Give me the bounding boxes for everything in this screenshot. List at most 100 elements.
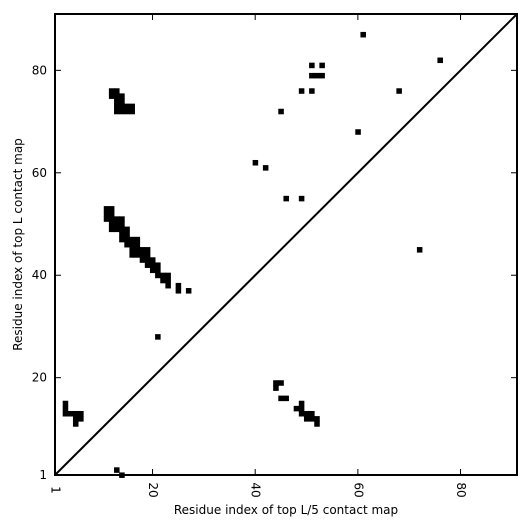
contact-point [129, 247, 135, 253]
contact-point [309, 88, 315, 94]
contact-point [129, 108, 135, 115]
plot-frame [54, 13, 518, 476]
contact-point [119, 108, 125, 115]
contact-point [144, 247, 151, 253]
contact-point [314, 72, 320, 79]
contact-point [149, 262, 156, 268]
contact-point [293, 405, 300, 412]
y-tick-label: 80 [32, 63, 47, 77]
x-tick-label: 40 [249, 482, 263, 497]
axis-ticks: 1 20 40 60 80 1 20 40 60 80 [32, 14, 517, 498]
contact-point [155, 334, 161, 340]
contact-point [144, 257, 151, 263]
contact-point [437, 57, 443, 64]
contact-point [119, 221, 125, 227]
x-tick-label: 60 [351, 482, 365, 497]
contact-point [319, 72, 325, 79]
contact-point [155, 262, 161, 268]
contact-point [124, 226, 130, 233]
contact-point [103, 206, 110, 212]
contact-point [144, 252, 151, 258]
contact-point [72, 410, 79, 417]
contact-point [114, 98, 120, 105]
contact-point [103, 211, 110, 217]
y-tick-label: 20 [32, 371, 47, 385]
contact-point [149, 267, 156, 274]
contact-point [72, 421, 79, 427]
contact-point [119, 93, 125, 99]
contact-point [298, 195, 305, 202]
contact-point [139, 257, 146, 263]
contact-point [165, 272, 171, 279]
contact-point [124, 108, 130, 115]
contact-point [283, 395, 289, 402]
contact-point [175, 282, 182, 289]
contact-point [124, 103, 130, 110]
contact-point [108, 216, 115, 222]
contact-point [149, 257, 156, 263]
contact-point [309, 62, 315, 69]
y-axis-label: Residue index of top L contact map [11, 138, 25, 351]
contact-point [114, 93, 120, 99]
contact-point [114, 221, 120, 227]
contact-point [108, 206, 115, 212]
contact-point [119, 236, 125, 243]
contact-point [108, 221, 115, 227]
contact-point [165, 282, 171, 289]
contact-point [129, 252, 135, 258]
contact-point [124, 236, 130, 243]
contact-point [314, 416, 320, 422]
contact-point [278, 108, 284, 115]
contact-point [124, 241, 130, 248]
contact-point [165, 277, 171, 284]
contact-point [155, 267, 161, 274]
y-tick-label: 60 [32, 166, 47, 180]
contact-point [298, 405, 305, 412]
contact-point [119, 216, 125, 222]
contact-point [108, 88, 115, 94]
contact-point [124, 231, 130, 238]
y-tick-label: 1 [39, 468, 47, 482]
contact-point [119, 226, 125, 233]
contact-point [108, 226, 115, 233]
y-tick-label: 40 [32, 268, 47, 282]
contact-point [119, 231, 125, 238]
contact-point [396, 88, 402, 94]
x-axis-label: Residue index of top L/5 contact map [174, 503, 398, 517]
x-tick-label: 20 [146, 482, 160, 497]
contact-point [78, 416, 84, 422]
contact-point [67, 410, 74, 417]
diagonal-line [54, 13, 518, 476]
contact-point [129, 241, 135, 248]
contact-point [155, 272, 161, 279]
contact-point [134, 247, 141, 253]
contact-point [62, 410, 69, 417]
contact-point [252, 159, 259, 166]
contact-point [119, 98, 125, 105]
contact-point [114, 216, 120, 222]
contact-point [72, 416, 79, 422]
contact-point [319, 62, 325, 69]
contact-point [273, 380, 279, 386]
contact-point [129, 236, 135, 243]
contact-point [314, 421, 320, 427]
contact-point [134, 241, 141, 248]
contact-point [360, 31, 366, 38]
contact-point [273, 385, 279, 391]
contact-point [309, 72, 315, 79]
contact-point [303, 416, 310, 422]
contact-point [62, 400, 69, 407]
contact-point [114, 103, 120, 110]
contact-point [139, 247, 146, 253]
contact-point [62, 405, 69, 412]
contact-point [103, 216, 110, 222]
contact-point [119, 103, 125, 110]
contact-point [108, 93, 115, 99]
contact-point [355, 129, 361, 135]
contact-point [278, 395, 284, 402]
contact-point [283, 195, 289, 202]
contact-point [134, 252, 141, 258]
contact-point [262, 165, 269, 171]
contact-point [298, 410, 305, 417]
x-tick-label: 1 [49, 486, 63, 494]
